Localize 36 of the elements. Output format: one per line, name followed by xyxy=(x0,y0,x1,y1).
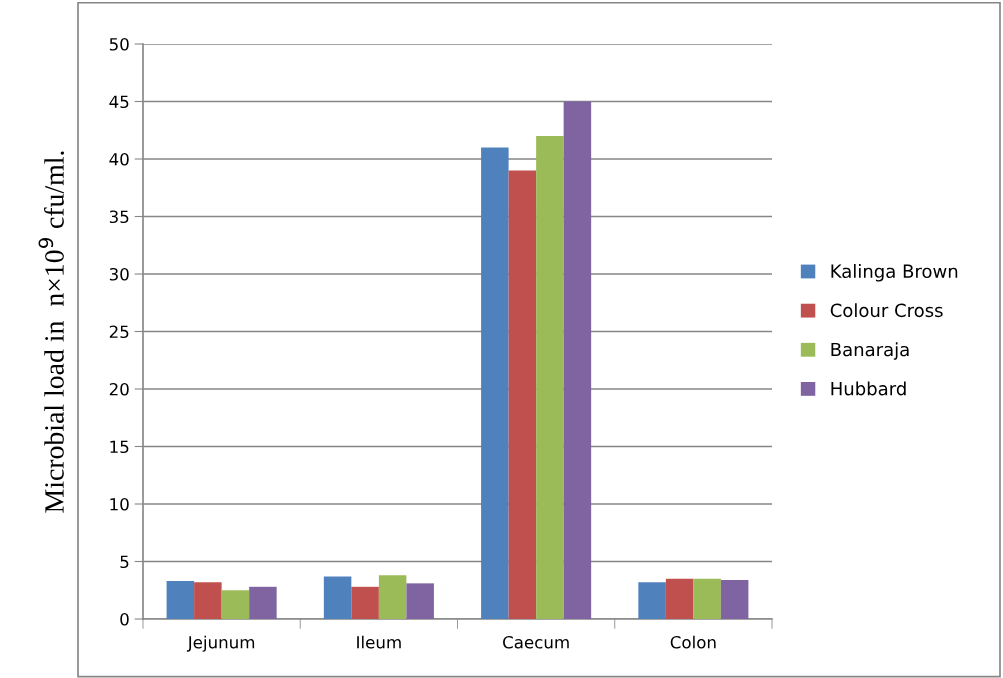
legend-label: Hubbard xyxy=(831,381,906,396)
bar xyxy=(693,578,721,619)
legend-label: Banaraja xyxy=(831,342,909,360)
bar xyxy=(166,581,195,619)
y-axis-title: Microbial load in n×10$^{9}$ cfu/ml. xyxy=(38,151,64,513)
x-tick-label: Caecum xyxy=(503,635,569,649)
x-tick-label: Ileum xyxy=(357,635,401,649)
bar xyxy=(536,136,564,619)
y-tick-label: 5 xyxy=(120,555,129,569)
bar xyxy=(351,586,379,619)
y-tick-label: 40 xyxy=(109,152,129,166)
y-tick-label: 0 xyxy=(120,612,129,626)
y-tick-label: 10 xyxy=(110,497,129,511)
y-tick-label: 20 xyxy=(109,382,129,396)
legend-label: Kalinga Brown xyxy=(831,264,958,282)
bar xyxy=(481,147,509,619)
y-tick-label: 30 xyxy=(109,267,129,281)
bar xyxy=(665,578,694,619)
bar xyxy=(221,590,250,619)
bar xyxy=(563,101,592,619)
bar xyxy=(406,583,434,619)
y-tick-label: 45 xyxy=(109,95,129,109)
bar xyxy=(323,576,352,619)
y-tick-label: 25 xyxy=(109,325,129,339)
x-tick-label: Colon xyxy=(670,635,716,649)
bar xyxy=(508,170,537,619)
bar xyxy=(378,575,407,619)
bar xyxy=(638,582,666,619)
bar xyxy=(194,582,222,619)
legend-label: Colour Cross xyxy=(830,303,943,318)
bar xyxy=(720,579,749,619)
bar xyxy=(249,586,277,619)
x-tick-label: Jejunum xyxy=(186,635,255,652)
y-tick-label: 35 xyxy=(109,210,129,224)
y-tick-label: 15 xyxy=(110,440,129,454)
y-tick-label: 50 xyxy=(109,37,129,51)
